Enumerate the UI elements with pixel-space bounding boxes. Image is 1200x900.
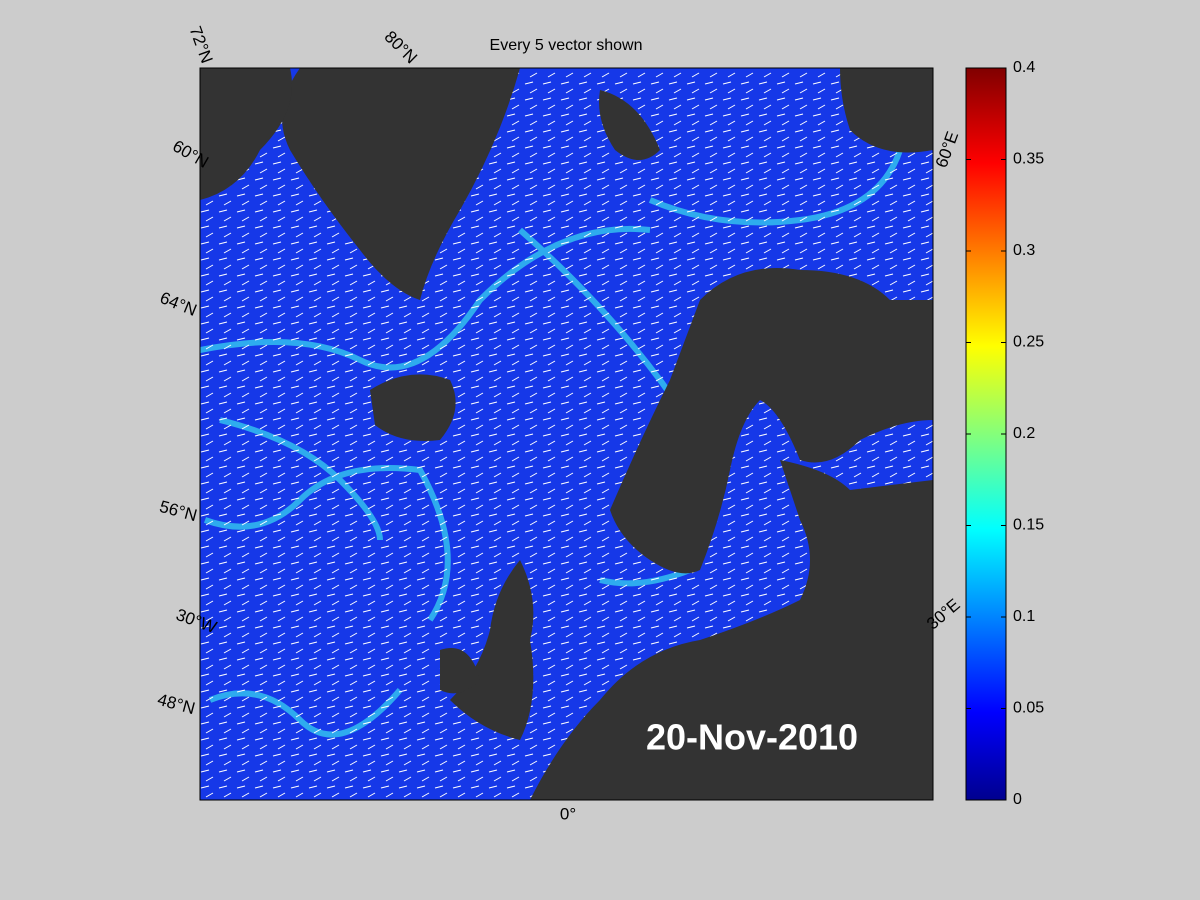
land [200,68,933,800]
colorbar-tick-label: 0.25 [1013,334,1044,351]
colorbar-tick-label: 0.4 [1013,59,1035,76]
map [200,68,933,800]
colorbar-tick-label: 0.2 [1013,425,1035,442]
colorbar-tick-label: 0.15 [1013,517,1044,534]
colorbar [965,67,1007,801]
colorbar-ticks: 0 0.05 0.1 0.15 0.2 0.25 0.3 0.35 0.4 [966,59,1044,808]
colorbar-tick-label: 0 [1013,791,1022,808]
lat-label: 56°N [157,497,199,525]
lon-label: 60°E [932,129,963,170]
lat-label: 80°N [381,27,421,67]
colorbar-tick-label: 0.1 [1013,608,1035,625]
map-title: Every 5 vector shown [490,37,643,54]
map-frame [199,67,934,801]
lat-label: 48°N [155,690,197,718]
colorbar-tick-label: 0.3 [1013,242,1035,259]
date-label: 20-Nov-2010 [646,717,858,758]
lat-label: 64°N [157,288,199,320]
colorbar-tick-label: 0.35 [1013,151,1044,168]
lat-label: 72°N [186,24,217,66]
lon-label: 0° [560,804,576,823]
colorbar-tick-label: 0.05 [1013,700,1044,717]
